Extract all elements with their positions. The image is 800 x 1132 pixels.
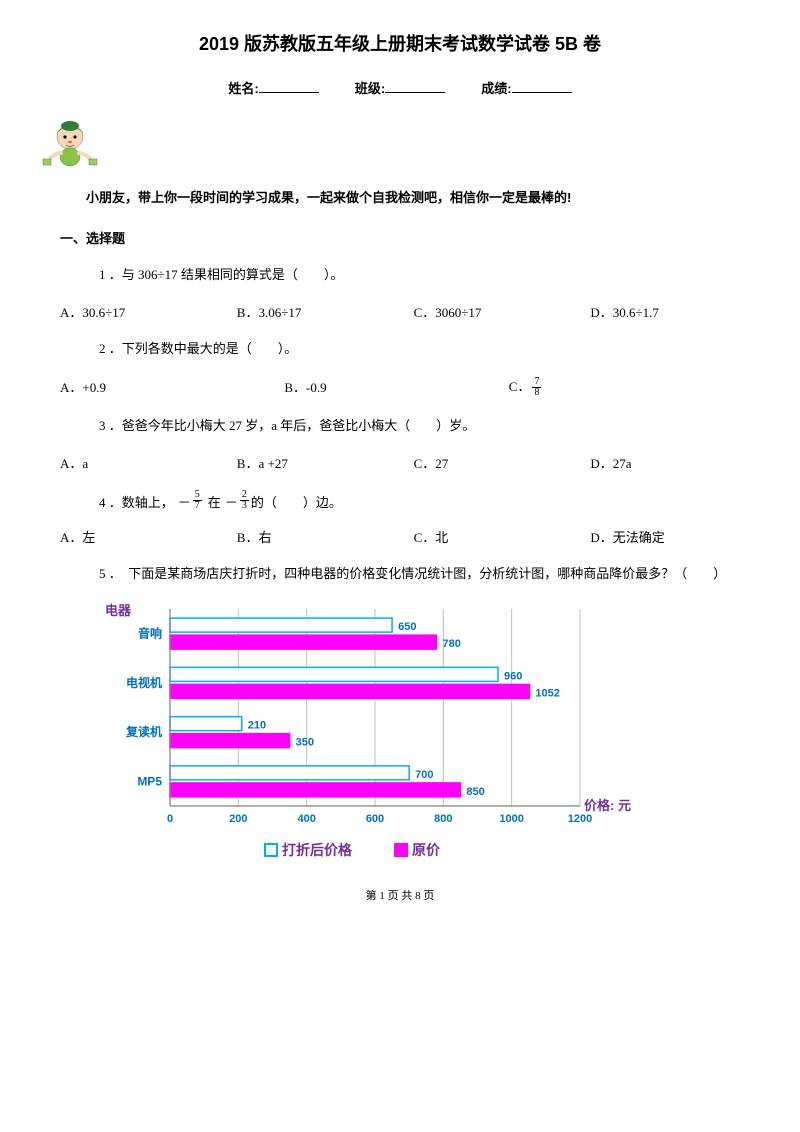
svg-text:1200: 1200	[568, 813, 592, 825]
q4-neg2: －	[225, 492, 238, 511]
q2-c-fraction: 78	[532, 377, 541, 398]
svg-text:350: 350	[296, 736, 314, 748]
q1-opt-a: A．30.6÷17	[60, 302, 237, 321]
q4-options: A．左 B．右 C．北 D．无法确定	[60, 527, 740, 546]
name-label: 姓名:	[228, 81, 258, 96]
svg-text:电视机: 电视机	[126, 675, 162, 690]
student-info-line: 姓名: 班级: 成绩:	[60, 78, 740, 97]
q1-opt-b: B．3.06÷17	[237, 302, 414, 321]
q3-text: 3 ．爸爸今年比小梅大 27 岁，a 年后，爸爸比小梅大（ ）岁。	[60, 416, 740, 437]
q4-frac1: 57	[193, 490, 202, 511]
svg-text:400: 400	[297, 813, 315, 825]
q2-text: 2 ．下列各数中最大的是（ ）。	[60, 339, 740, 360]
q2-c-prefix: C．	[509, 379, 531, 394]
q1-text: 1 ．与 306÷17 结果相同的算式是（ ）。	[60, 265, 740, 286]
svg-text:700: 700	[415, 769, 433, 781]
q1-options: A．30.6÷17 B．3.06÷17 C．3060÷17 D．30.6÷1.7	[60, 302, 740, 321]
svg-text:800: 800	[434, 813, 452, 825]
q4-mid: 在	[208, 492, 221, 511]
svg-text:价格: 元: 价格: 元	[584, 798, 631, 813]
q1-opt-c: C．3060÷17	[414, 302, 591, 321]
svg-text:650: 650	[398, 621, 416, 633]
page-title: 2019 版苏教版五年级上册期末考试数学试卷 5B 卷	[60, 30, 740, 56]
q2-opt-a: A．+0.9	[60, 377, 284, 396]
q3-opt-c: C．27	[414, 453, 591, 472]
q2-opt-b: B．-0.9	[284, 377, 508, 396]
svg-text:电器: 电器	[105, 603, 132, 618]
q2-c-den: 8	[532, 388, 541, 398]
q4-den2: 3	[240, 501, 249, 511]
svg-text:780: 780	[443, 638, 461, 650]
svg-text:原价: 原价	[412, 842, 441, 858]
svg-text:复读机: 复读机	[125, 724, 162, 739]
svg-text:960: 960	[504, 670, 522, 682]
score-label: 成绩:	[481, 81, 511, 96]
svg-text:600: 600	[366, 813, 384, 825]
q4-text: 4 ．数轴上， － 57 在 － 23 的（ ）边。	[60, 490, 740, 511]
encourage-text: 小朋友，带上你一段时间的学习成果，一起来做个自我检测吧，相信你一定是最棒的!	[60, 187, 740, 206]
svg-text:MP5: MP5	[137, 774, 162, 788]
svg-text:1000: 1000	[499, 813, 523, 825]
score-blank	[512, 79, 572, 93]
q4-frac2: 23	[240, 490, 249, 511]
svg-text:0: 0	[167, 813, 173, 825]
svg-text:打折后价格: 打折后价格	[282, 842, 353, 858]
svg-text:210: 210	[248, 719, 266, 731]
q1-opt-d: D．30.6÷1.7	[590, 302, 740, 321]
q4-neg1: －	[178, 492, 191, 511]
svg-text:音响: 音响	[138, 625, 162, 640]
mascot-icon	[40, 115, 740, 179]
q3-opt-a: A．a	[60, 453, 237, 472]
q4-den1: 7	[193, 501, 202, 511]
class-label: 班级:	[355, 81, 385, 96]
q4-opt-c: C．北	[414, 527, 591, 546]
class-blank	[385, 79, 445, 93]
q4-opt-b: B．右	[237, 527, 414, 546]
name-blank	[259, 79, 319, 93]
q4-opt-d: D．无法确定	[590, 527, 740, 546]
section-1-title: 一、选择题	[60, 228, 740, 247]
q4-prefix: 4 ．数轴上，	[99, 492, 174, 511]
q2-options: A．+0.9 B．-0.9 C．78	[60, 376, 740, 399]
price-chart: 0 200 400 600 800 1000 1200 电器价格: 元 音响 650 780 电视机 9…	[100, 601, 740, 885]
svg-text:850: 850	[466, 786, 484, 798]
chart-svg: 0 200 400 600 800 1000 1200 电器价格: 元 音响 650 780 电视机 9…	[100, 601, 700, 881]
q3-opt-b: B．a +27	[237, 453, 414, 472]
q4-suffix: 的（ ）边。	[251, 492, 342, 511]
q2-opt-c: C．78	[509, 376, 733, 399]
q5-text: 5 ． 下面是某商场店庆打折时，四种电器的价格变化情况统计图，分析统计图，哪种商…	[60, 564, 740, 585]
q4-opt-a: A．左	[60, 527, 237, 546]
svg-text:200: 200	[229, 813, 247, 825]
q3-opt-d: D．27a	[590, 453, 740, 472]
q3-options: A．a B．a +27 C．27 D．27a	[60, 453, 740, 472]
page-footer: 第 1 页 共 8 页	[60, 887, 740, 903]
svg-text:1052: 1052	[535, 687, 559, 699]
